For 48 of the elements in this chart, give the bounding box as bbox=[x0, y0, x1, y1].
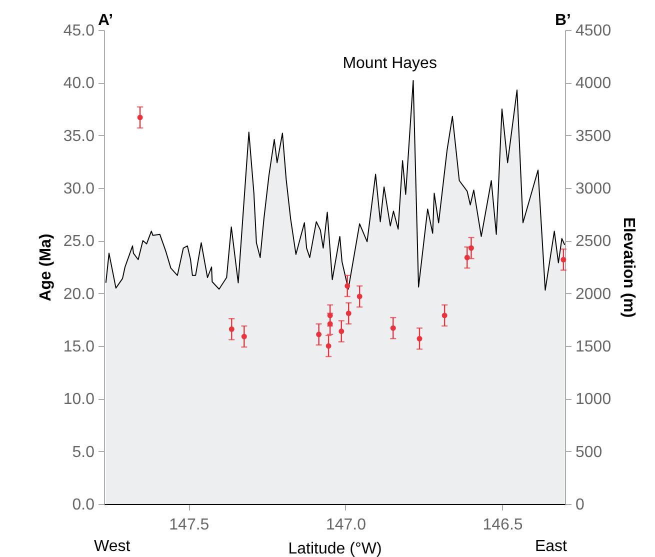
point bbox=[464, 254, 470, 260]
point bbox=[228, 326, 234, 332]
text: B’ bbox=[555, 12, 571, 29]
point bbox=[241, 334, 247, 340]
point bbox=[338, 328, 344, 334]
point bbox=[327, 312, 333, 318]
point bbox=[346, 310, 352, 316]
point bbox=[390, 325, 396, 331]
y-tick-label: 20.0 bbox=[63, 286, 95, 303]
point bbox=[416, 336, 422, 342]
annotation: Mount Hayes bbox=[342, 55, 437, 72]
point bbox=[327, 321, 333, 327]
point bbox=[344, 283, 350, 289]
text: A’ bbox=[98, 12, 114, 29]
y-tick-label: 5.0 bbox=[72, 444, 95, 461]
y2-axis-title: Elevation (m) bbox=[620, 217, 638, 318]
y-tick-label: 25.0 bbox=[63, 233, 95, 250]
text: West bbox=[94, 538, 131, 555]
point bbox=[356, 294, 362, 300]
y2-tick-label: 2500 bbox=[576, 233, 612, 250]
point bbox=[468, 245, 474, 251]
y2-tick-label: 500 bbox=[576, 444, 602, 461]
y2-tick-label: 1500 bbox=[576, 338, 612, 356]
point bbox=[560, 256, 566, 262]
x-tick-label: 146.5 bbox=[482, 516, 523, 534]
point bbox=[137, 114, 143, 120]
point bbox=[316, 332, 322, 338]
y2-tick-label: 2000 bbox=[576, 286, 612, 303]
y-tick-label: 10.0 bbox=[63, 391, 95, 408]
point bbox=[442, 312, 448, 318]
y-tick-label: 30.0 bbox=[63, 180, 95, 198]
x-axis-title: Latitude (°W) bbox=[288, 540, 382, 557]
y-tick-label: 45.0 bbox=[63, 22, 95, 40]
y-axis-title: Age (Ma) bbox=[37, 234, 54, 302]
y2-tick-label: 1000 bbox=[576, 391, 612, 408]
y-tick-label: 35.0 bbox=[63, 128, 95, 145]
y-tick-label: 0.0 bbox=[72, 496, 95, 514]
point bbox=[326, 343, 332, 349]
y-tick-label: 15.0 bbox=[63, 338, 95, 356]
y2-tick-label: 4000 bbox=[576, 75, 612, 92]
text: East bbox=[534, 538, 568, 555]
y2-tick-label: 3000 bbox=[576, 180, 612, 198]
x-tick-label: 147.5 bbox=[169, 516, 210, 534]
y-tick-label: 40.0 bbox=[63, 75, 95, 92]
y2-tick-label: 3500 bbox=[576, 128, 612, 145]
x-tick-label: 147.0 bbox=[326, 516, 366, 534]
y2-tick-label: 0 bbox=[576, 496, 584, 514]
y2-tick-label: 4500 bbox=[576, 22, 612, 40]
